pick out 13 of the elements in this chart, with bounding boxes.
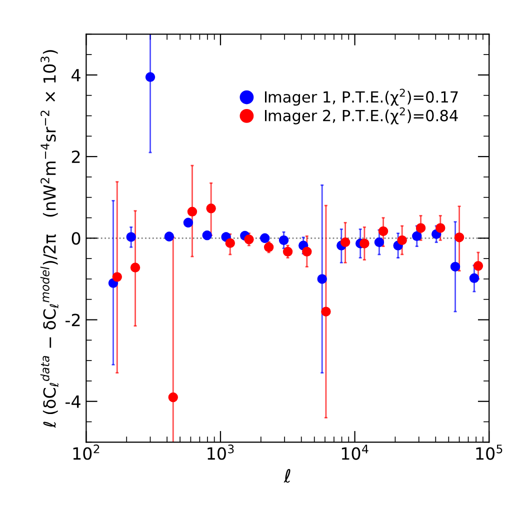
- y-tick-label: 2: [72, 150, 80, 163]
- y-tick-label: -2: [66, 314, 80, 326]
- legend-label: Imager 1, P.T.E.(χ$^{2}$)=0.17: [265, 88, 458, 106]
- x-tick-label: 10$^{4}$: [342, 444, 368, 460]
- x-tick-label: 10$^{2}$: [73, 444, 100, 460]
- y-tick-label: -4: [66, 396, 80, 408]
- legend-label: Imager 2, P.T.E.(χ$^{2}$)=0.84: [265, 107, 458, 124]
- y-tick-label: 4: [72, 69, 80, 82]
- text: ℓ (δC$_{ℓ}$$^{data}$ − δC$_{ℓ}$$^{model}$)/2π (nW$^{2}$m$^{−4}$sr$^{−2}$ × 10$^{3}$): [40, 50, 58, 428]
- x-tick-label: 10$^{3}$: [208, 444, 234, 460]
- y-tick-label: 0: [72, 232, 80, 245]
- x-tick-label: 10$^{5}$: [476, 444, 502, 460]
- x-axis-title: ℓ: [284, 469, 290, 483]
